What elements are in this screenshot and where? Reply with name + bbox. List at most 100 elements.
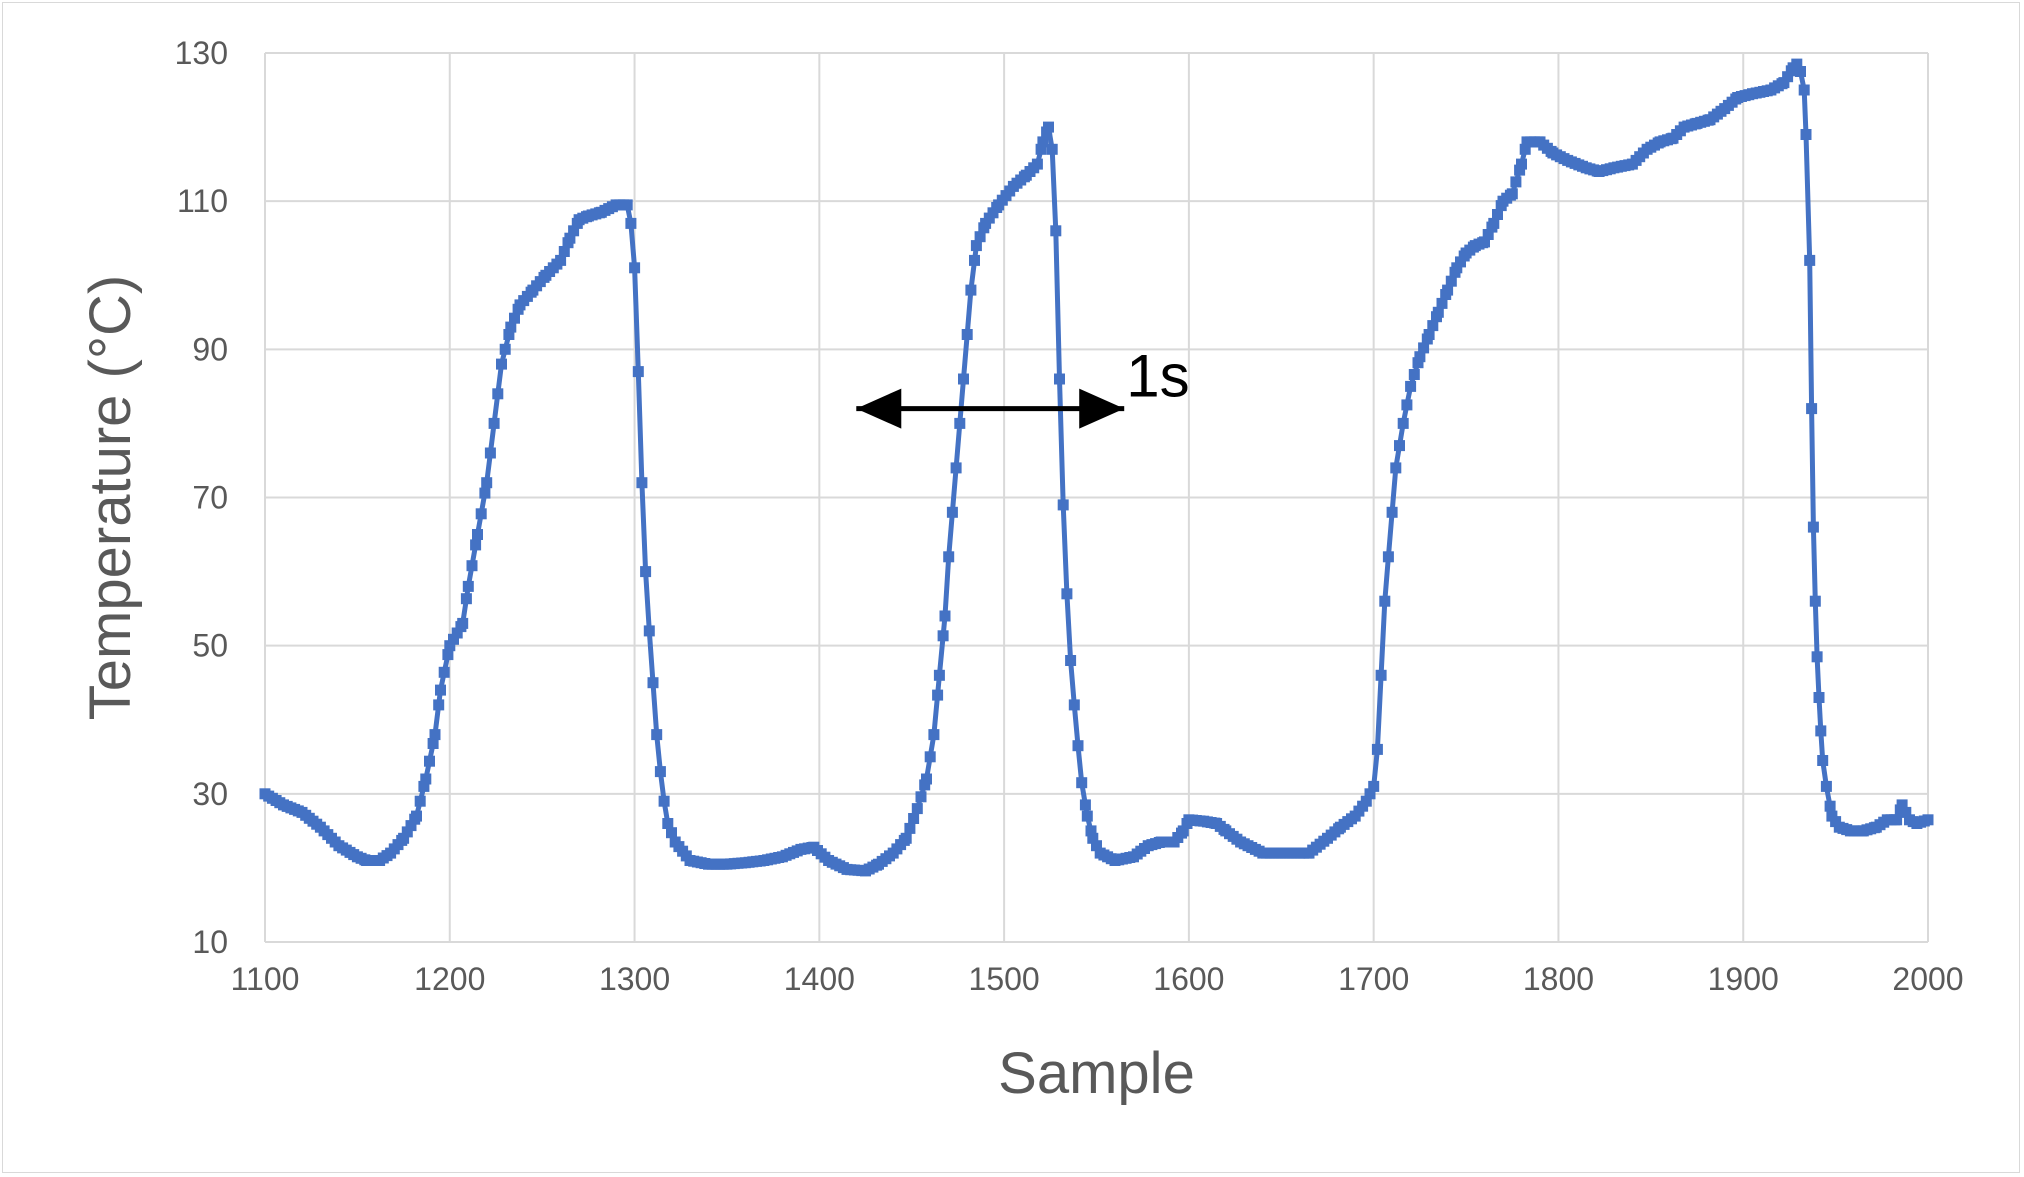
series-marker: [928, 729, 940, 741]
series-marker: [1811, 651, 1823, 663]
series-marker: [1386, 506, 1398, 518]
series-marker: [943, 551, 955, 563]
series-marker: [1371, 743, 1383, 755]
series-marker: [1360, 795, 1372, 807]
annotation-label: 1s: [1126, 343, 1189, 410]
series-marker: [904, 822, 916, 834]
series-marker: [1418, 342, 1430, 354]
series-marker: [1390, 462, 1402, 474]
series-marker: [1807, 521, 1819, 533]
series-marker: [961, 329, 973, 340]
series-line: [263, 61, 1929, 874]
series-marker: [1516, 158, 1527, 170]
series-marker: [466, 560, 478, 572]
series-marker: [405, 820, 417, 832]
series-marker: [435, 684, 446, 696]
annotations: 1s: [856, 343, 1190, 429]
x-tick-label: 1200: [414, 961, 485, 997]
series-marker: [908, 813, 920, 824]
series-marker: [472, 529, 483, 540]
series-marker: [643, 625, 655, 637]
series-marker: [1432, 306, 1444, 318]
y-tick-label: 10: [192, 924, 228, 960]
series-marker: [1072, 740, 1084, 752]
series-marker: [424, 755, 435, 767]
series-marker: [1382, 551, 1394, 563]
series-marker: [488, 417, 500, 429]
series-marker: [568, 225, 580, 237]
series-marker: [900, 832, 912, 844]
series-marker: [1054, 373, 1065, 385]
y-tick-label: 130: [175, 35, 228, 71]
y-axis-title: Temperature (°C): [78, 275, 143, 720]
series-marker: [1050, 225, 1062, 237]
series-marker: [505, 321, 517, 333]
series-marker: [1479, 236, 1490, 248]
series-marker: [1778, 77, 1790, 89]
series-marker: [1081, 810, 1093, 822]
series-marker: [1043, 121, 1054, 133]
series-marker: [1804, 254, 1816, 266]
series-marker: [475, 508, 487, 520]
series-marker: [970, 240, 982, 252]
x-tick-label: 1700: [1338, 961, 1409, 997]
series-marker: [1379, 595, 1391, 607]
series-marker: [564, 232, 576, 244]
series-marker: [1405, 380, 1417, 392]
series-marker: [492, 388, 504, 400]
series-marker: [636, 477, 648, 489]
series-marker: [481, 477, 493, 489]
series-marker: [433, 699, 445, 711]
series-marker: [1798, 84, 1810, 96]
series-marker: [1061, 588, 1073, 600]
series-marker: [1891, 814, 1903, 826]
series-marker: [1455, 256, 1466, 268]
x-axis-title: Sample: [998, 1041, 1195, 1106]
series-marker: [398, 832, 410, 844]
x-tick-label: 1100: [231, 961, 300, 997]
series-marker: [442, 649, 454, 661]
series-marker: [1510, 176, 1522, 188]
series-marker: [1177, 825, 1189, 837]
series-marker: [654, 766, 666, 778]
series-marker: [1401, 399, 1413, 411]
series-marker: [499, 343, 511, 355]
series-marker: [1091, 840, 1102, 852]
series-marker: [470, 539, 482, 551]
series-marker: [1809, 595, 1821, 607]
y-tick-label: 30: [192, 776, 228, 812]
series-marker: [965, 284, 977, 296]
series-marker: [647, 677, 659, 689]
series-marker: [1824, 800, 1836, 812]
series-marker: [479, 487, 491, 499]
series-marker: [420, 773, 432, 785]
series-marker: [1423, 329, 1435, 340]
series-marker: [1817, 755, 1829, 766]
series-marker: [555, 254, 567, 266]
x-tick-label: 1500: [969, 961, 1040, 997]
y-tick-label: 90: [192, 331, 228, 367]
series-marker: [418, 780, 430, 792]
series-marker: [451, 627, 463, 639]
x-tick-label: 1900: [1708, 961, 1779, 997]
series-marker: [621, 199, 633, 211]
series-marker: [1079, 799, 1091, 811]
series-marker: [933, 669, 945, 681]
x-tick-label: 1400: [784, 961, 855, 997]
series-marker: [429, 729, 441, 741]
series-marker: [1408, 369, 1420, 380]
series-marker: [629, 262, 641, 274]
series-marker: [1031, 158, 1043, 170]
series-marker: [1037, 136, 1049, 148]
x-tick-label: 1600: [1153, 961, 1224, 997]
series-marker: [1397, 417, 1409, 429]
series-marker: [1368, 780, 1380, 792]
series-marker: [558, 246, 570, 257]
series-marker: [1922, 814, 1934, 826]
series-marker: [919, 779, 931, 791]
y-tick-label: 50: [192, 628, 228, 664]
series-marker: [1394, 440, 1405, 452]
series-marker: [911, 803, 923, 815]
series-marker: [662, 818, 674, 829]
series-marker: [427, 738, 439, 749]
